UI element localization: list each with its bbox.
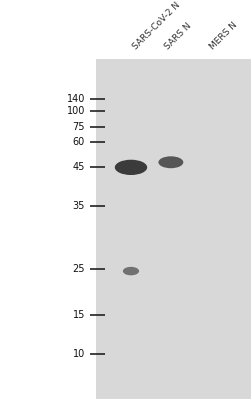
Text: SARS N: SARS N: [163, 22, 194, 52]
Text: 10: 10: [73, 350, 85, 360]
Ellipse shape: [115, 160, 147, 175]
Ellipse shape: [123, 267, 139, 275]
Text: SARS-CoV-2 N: SARS-CoV-2 N: [131, 1, 182, 52]
Text: 25: 25: [72, 264, 85, 274]
Ellipse shape: [159, 156, 183, 168]
Text: 35: 35: [73, 202, 85, 212]
Text: MERS N: MERS N: [208, 21, 239, 52]
Text: 100: 100: [67, 106, 85, 116]
Text: 140: 140: [67, 94, 85, 104]
Text: 45: 45: [73, 162, 85, 172]
Text: 15: 15: [73, 310, 85, 320]
Text: 60: 60: [73, 137, 85, 147]
Text: 75: 75: [72, 122, 85, 132]
FancyBboxPatch shape: [96, 58, 250, 399]
